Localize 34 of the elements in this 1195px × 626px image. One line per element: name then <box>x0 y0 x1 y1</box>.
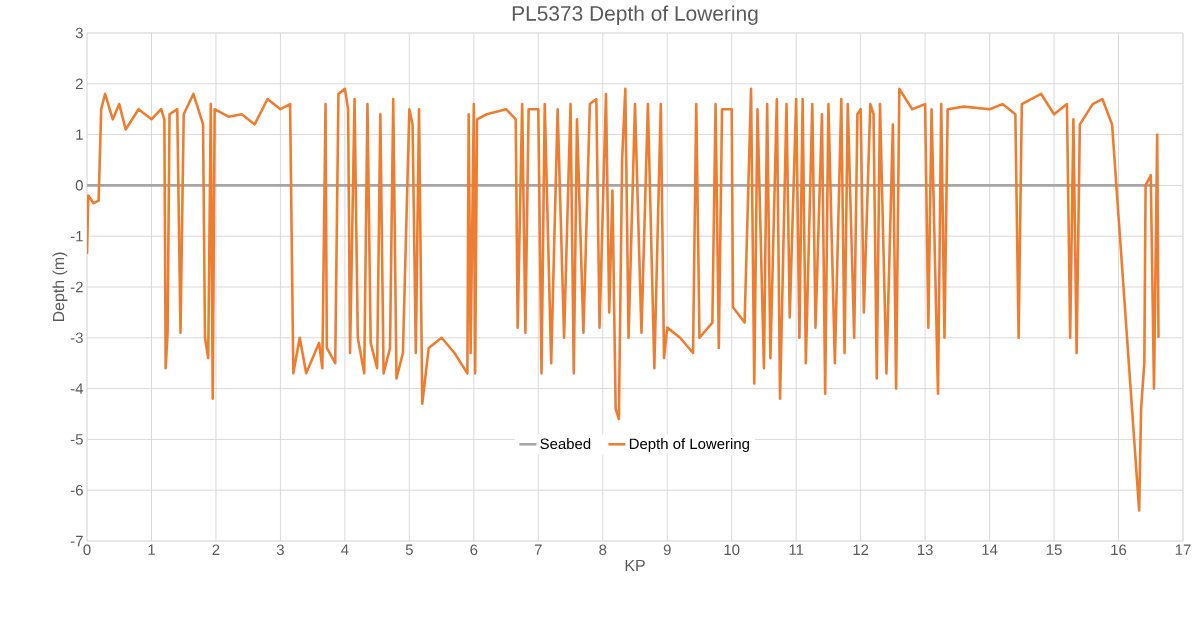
y-tick-label: -2 <box>70 281 83 293</box>
x-tick-label: 2 <box>212 544 220 555</box>
chart-title: PL5373 Depth of Lowering <box>512 5 758 26</box>
legend-label: Depth of Lowering <box>629 438 749 453</box>
x-tick-label: 9 <box>663 544 671 556</box>
y-axis-title: Depth (m) <box>52 252 68 322</box>
x-tick-label: 13 <box>917 544 933 556</box>
legend-label: Seabed <box>540 438 591 450</box>
x-axis-title: KP <box>625 559 645 571</box>
x-tick-label: 8 <box>599 544 607 556</box>
x-tick-label: 10 <box>724 544 740 556</box>
x-tick-label: 1 <box>148 544 155 555</box>
x-tick-label: 15 <box>1046 544 1062 555</box>
y-tick-label: 2 <box>75 78 83 89</box>
y-tick-label: 0 <box>75 180 83 191</box>
x-tick-label: 3 <box>276 544 284 556</box>
x-tick-label: 4 <box>341 544 349 555</box>
x-tick-label: 16 <box>1111 544 1127 556</box>
y-tick-label: -6 <box>70 484 83 496</box>
y-tick-label: -3 <box>70 332 83 344</box>
x-tick-label: 11 <box>789 544 804 555</box>
y-tick-label: -7 <box>70 535 83 547</box>
line-series <box>87 87 1160 512</box>
y-tick-label: -4 <box>70 383 84 394</box>
x-tick-label: 14 <box>982 544 998 555</box>
y-tick-label: -1 <box>70 231 83 242</box>
x-tick-label: 17 <box>1175 544 1191 555</box>
x-tick-label: 12 <box>853 544 869 555</box>
x-tick-label: 6 <box>470 544 478 556</box>
y-tick-label: 1 <box>76 129 83 140</box>
y-tick-label: 3 <box>75 27 83 39</box>
y-tick-label: -5 <box>70 434 83 445</box>
x-tick-label: 5 <box>405 544 413 555</box>
x-tick-label: 7 <box>534 544 542 555</box>
